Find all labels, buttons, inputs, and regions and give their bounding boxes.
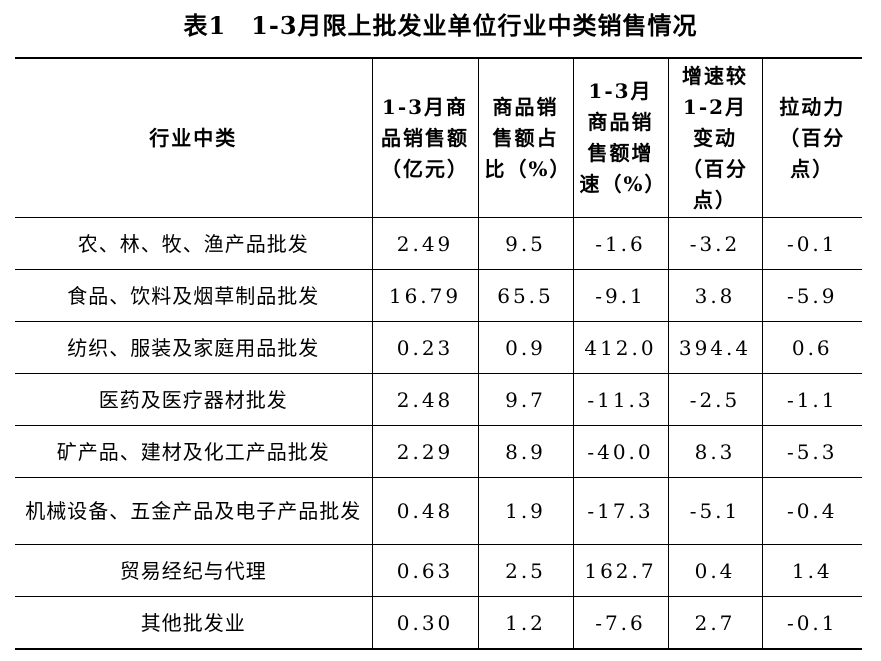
value-cell: 16.79: [371, 269, 479, 322]
value-cell: -0.1: [761, 596, 862, 650]
table-row: 贸易经纪与代理 0.63 2.5 162.7 0.4 1.4: [15, 544, 862, 597]
table-row: 农、林、牧、渔产品批发 2.49 9.5 -1.6 -3.2 -0.1: [15, 217, 862, 270]
value-cell: 0.4: [667, 544, 763, 597]
header-cell: 1-3月商品销售额增速（%）: [572, 58, 669, 218]
value-cell: -5.1: [667, 477, 763, 545]
value-cell: 2.7: [667, 596, 763, 650]
value-cell: 0.48: [371, 477, 479, 545]
value-cell: 2.5: [477, 544, 574, 597]
category-cell: 矿产品、建材及化工产品批发: [15, 425, 373, 478]
value-cell: -2.5: [667, 373, 763, 426]
header-cell: 拉动力（百分点）: [761, 58, 862, 218]
value-cell: 0.9: [477, 321, 574, 374]
header-cell: 行业中类: [15, 58, 373, 218]
category-cell: 贸易经纪与代理: [15, 544, 373, 597]
header-cell: 1-3月商品销售额（亿元）: [371, 58, 479, 218]
category-cell: 其他批发业: [15, 596, 373, 650]
table-row: 食品、饮料及烟草制品批发 16.79 65.5 -9.1 3.8 -5.9: [15, 269, 862, 322]
value-cell: 65.5: [477, 269, 574, 322]
table-body: 农、林、牧、渔产品批发 2.49 9.5 -1.6 -3.2 -0.1 食品、饮料及烟草制品…: [15, 217, 862, 650]
value-cell: -5.3: [761, 425, 862, 478]
value-cell: -40.0: [572, 425, 669, 478]
value-cell: 2.49: [371, 217, 479, 270]
category-cell: 食品、饮料及烟草制品批发: [15, 269, 373, 322]
table-row: 医药及医疗器材批发 2.48 9.7 -11.3 -2.5 -1.1: [15, 373, 862, 426]
value-cell: 394.4: [667, 321, 763, 374]
table-row: 其他批发业 0.30 1.2 -7.6 2.7 -0.1: [15, 596, 862, 650]
value-cell: 0.30: [371, 596, 479, 650]
value-cell: 0.23: [371, 321, 479, 374]
category-cell: 医药及医疗器材批发: [15, 373, 373, 426]
value-cell: -0.1: [761, 217, 862, 270]
value-cell: 0.6: [761, 321, 862, 374]
value-cell: -0.4: [761, 477, 862, 545]
table-row: 纺织、服装及家庭用品批发 0.23 0.9 412.0 394.4 0.6: [15, 321, 862, 374]
value-cell: 9.7: [477, 373, 574, 426]
table-row: 机械设备、五金产品及电子产品批发 0.48 1.9 -17.3 -5.1 -0.4: [15, 477, 862, 545]
table-header: 行业中类 1-3月商品销售额（亿元） 商品销售额占比（%） 1-3月商品销售额增速（%…: [15, 58, 862, 218]
value-cell: 2.48: [371, 373, 479, 426]
table-row: 矿产品、建材及化工产品批发 2.29 8.9 -40.0 8.3 -5.3: [15, 425, 862, 478]
value-cell: 162.7: [572, 544, 669, 597]
category-cell: 纺织、服装及家庭用品批发: [15, 321, 373, 374]
value-cell: 3.8: [667, 269, 763, 322]
value-cell: 8.3: [667, 425, 763, 478]
value-cell: 9.5: [477, 217, 574, 270]
header-row: 行业中类 1-3月商品销售额（亿元） 商品销售额占比（%） 1-3月商品销售额增速（%…: [15, 58, 862, 218]
value-cell: -5.9: [761, 269, 862, 322]
value-cell: -11.3: [572, 373, 669, 426]
value-cell: 1.4: [761, 544, 862, 597]
value-cell: 0.63: [371, 544, 479, 597]
value-cell: -9.1: [572, 269, 669, 322]
value-cell: -1.6: [572, 217, 669, 270]
value-cell: 1.9: [477, 477, 574, 545]
value-cell: 1.2: [477, 596, 574, 650]
value-cell: -7.6: [572, 596, 669, 650]
value-cell: -3.2: [667, 217, 763, 270]
category-cell: 农、林、牧、渔产品批发: [15, 217, 373, 270]
header-cell: 商品销售额占比（%）: [477, 58, 574, 218]
data-table: 行业中类 1-3月商品销售额（亿元） 商品销售额占比（%） 1-3月商品销售额增速（%…: [15, 57, 862, 650]
table-title: 表1 1-3月限上批发业单位行业中类销售情况: [183, 11, 698, 40]
value-cell: 8.9: [477, 425, 574, 478]
value-cell: 412.0: [572, 321, 669, 374]
category-cell: 机械设备、五金产品及电子产品批发: [15, 477, 373, 545]
value-cell: -17.3: [572, 477, 669, 545]
value-cell: -1.1: [761, 373, 862, 426]
value-cell: 2.29: [371, 425, 479, 478]
header-cell: 增速较1-2月变动（百分点）: [667, 58, 763, 218]
